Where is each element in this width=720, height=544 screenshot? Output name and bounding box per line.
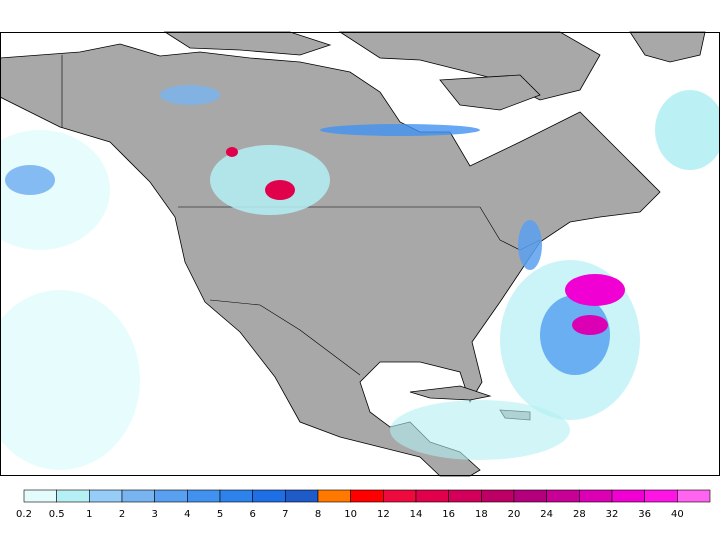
colorbar-label: 10 [344, 509, 357, 520]
colorbar-label: 32 [606, 509, 619, 520]
colorbar-box [677, 489, 711, 503]
colorbar-box [513, 489, 547, 503]
colorbar-box [89, 489, 123, 503]
colorbar-label: 0.5 [49, 509, 65, 520]
map [0, 31, 720, 477]
precip-area [0, 290, 140, 470]
colorbar-box [317, 489, 351, 503]
land [0, 31, 706, 477]
colorbar-box [644, 489, 678, 503]
colorbar-box [56, 489, 90, 503]
precip-area [5, 165, 55, 195]
colorbar-label: 4 [184, 509, 190, 520]
precipitation [0, 85, 720, 470]
colorbar-label: 20 [508, 509, 521, 520]
colorbar-box [415, 489, 449, 503]
colorbar-box [285, 489, 319, 503]
precip-area [226, 147, 238, 157]
precip-area [160, 85, 220, 105]
border-line [209, 299, 361, 376]
colorbar-label: 0.2 [16, 509, 32, 520]
colorbar-box [383, 489, 417, 503]
colorbar-label: 28 [573, 509, 586, 520]
colorbar-label: 12 [377, 509, 390, 520]
precip-area [0, 130, 110, 250]
precip-area [320, 124, 480, 136]
colorbar-box [448, 489, 482, 503]
colorbar-label: 3 [151, 509, 157, 520]
colorbar-box [252, 489, 286, 503]
colorbar-label: 36 [638, 509, 651, 520]
precip-area [540, 295, 610, 375]
colorbar-box [187, 489, 221, 503]
precip-area [518, 220, 542, 270]
colorbar-box [121, 489, 155, 503]
colorbar-label: 18 [475, 509, 488, 520]
colorbar-box [154, 489, 188, 503]
colorbar-label: 6 [249, 509, 255, 520]
colorbar: 0.2 0.5 1 2 3 4 5 6 7 8 10 12 14 16 18 20 24 28 32 36 40 [16, 489, 711, 520]
precip-area [655, 90, 720, 170]
colorbar-label: 24 [540, 509, 553, 520]
colorbar-label: 1 [86, 509, 92, 520]
colorbar-label: 5 [217, 509, 223, 520]
colorbar-box [611, 489, 645, 503]
precip-area [265, 180, 295, 200]
colorbar-box [219, 489, 253, 503]
colorbar-label: 2 [119, 509, 125, 520]
colorbar-label: 40 [671, 509, 684, 520]
precip-area [390, 400, 570, 460]
colorbar-box [23, 489, 57, 503]
colorbar-label: 14 [410, 509, 423, 520]
colorbar-label: 16 [442, 509, 455, 520]
precip-area [565, 274, 625, 306]
colorbar-box [546, 489, 580, 503]
colorbar-box [481, 489, 515, 503]
colorbar-box [350, 489, 384, 503]
colorbar-label: 8 [315, 509, 321, 520]
precip-area [572, 315, 608, 335]
precip-area [210, 145, 330, 215]
colorbar-box [579, 489, 613, 503]
colorbar-label: 7 [282, 509, 288, 520]
